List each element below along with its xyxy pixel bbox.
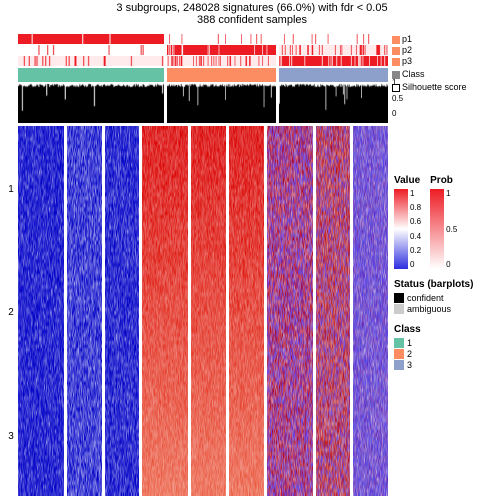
silhouette-scale: 1 0.5 0 [392, 78, 403, 118]
annotation-p3 [18, 56, 388, 66]
swatch-p3 [392, 58, 400, 66]
row-group-labels: 1 2 3 [4, 128, 18, 498]
sil-tick-1: 1 [392, 78, 403, 87]
legend-status-title: Status (barplots) [394, 279, 500, 290]
legend-prob-title: Prob [430, 175, 453, 186]
legend-value-title: Value [394, 175, 420, 186]
label-p2: p2 [402, 45, 412, 56]
swatch-p2 [392, 47, 400, 55]
label-p1: p1 [402, 34, 412, 45]
sil-tick-0: 0 [392, 109, 403, 118]
page-subtitle: 388 confident samples [0, 14, 504, 28]
main-plot-area [18, 34, 388, 494]
annotation-p1 [18, 34, 388, 44]
legend-class: Class 123 [394, 324, 500, 370]
annotation-p2 [18, 45, 388, 55]
legend-prob: Prob 10.50 [430, 175, 453, 269]
gradient-prob: 10.50 [430, 189, 444, 269]
label-class: Class [402, 69, 425, 80]
heatmap-grid [18, 126, 388, 496]
legend-status: Status (barplots) confidentambiguous [394, 279, 500, 314]
swatch-p1 [392, 36, 400, 44]
legend-class-title: Class [394, 324, 500, 335]
row-label-2: 2 [4, 307, 18, 318]
row-label-3: 3 [4, 431, 18, 442]
row-label-1: 1 [4, 184, 18, 195]
legend-value: Value 10.80.60.40.20 [394, 175, 420, 269]
label-p3: p3 [402, 56, 412, 67]
legend-area: Value 10.80.60.40.20 Prob 10.50 Status (… [394, 175, 500, 380]
gradient-value: 10.80.60.40.20 [394, 189, 408, 269]
page-title: 3 subgroups, 248028 signatures (66.0%) w… [0, 0, 504, 14]
annotation-class [18, 68, 388, 82]
label-silhouette: Silhouette score [402, 82, 467, 93]
annotation-labels: p1 p2 p3 Class Silhouette score [392, 34, 467, 93]
annotation-silhouette [18, 83, 388, 123]
sil-tick-05: 0.5 [392, 94, 403, 103]
